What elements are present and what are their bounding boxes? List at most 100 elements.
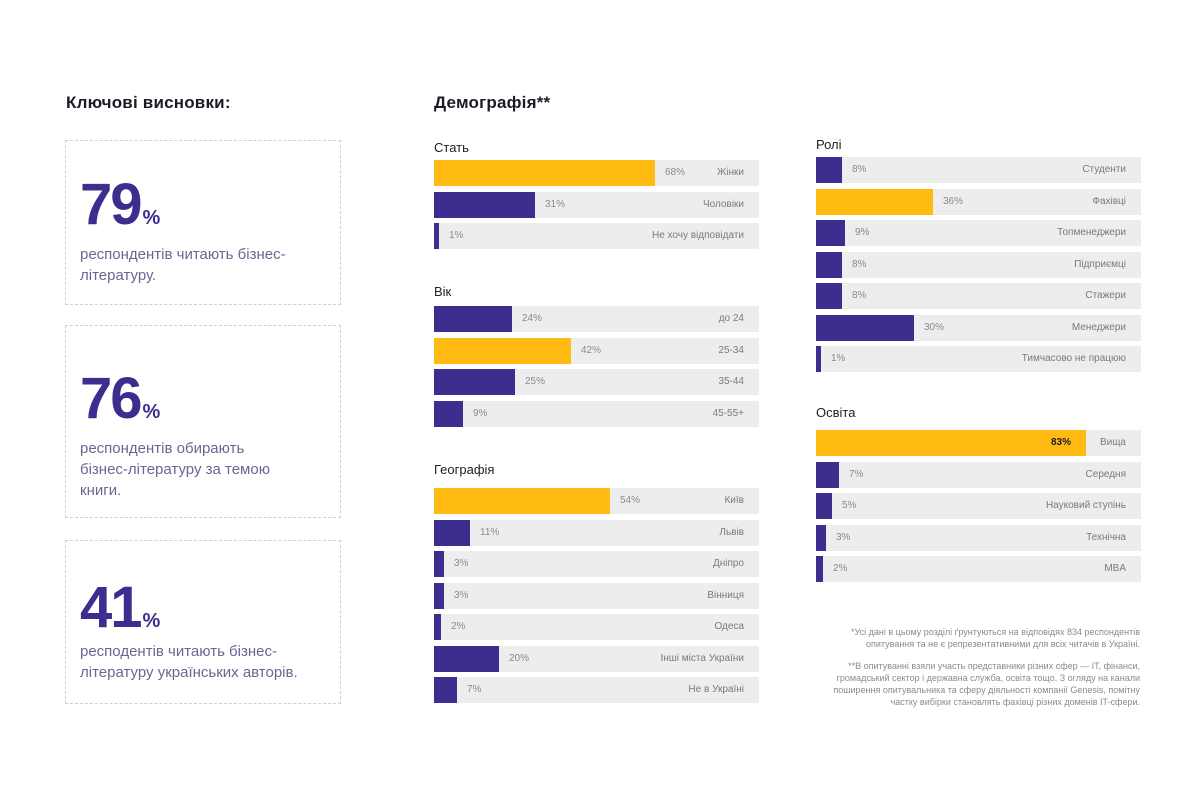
roles-value-label: 9%: [855, 227, 870, 238]
gender-value-label: 68%: [665, 167, 686, 178]
geo-row: 54% Київ: [434, 488, 759, 514]
education-row: 2% MBA: [816, 556, 1141, 582]
geo-value-label: 3%: [454, 558, 469, 569]
footnote-industries: **В опитуванні взяли участь представники…: [833, 661, 1140, 707]
geo-row: 3% Вінниця: [434, 582, 759, 609]
roles-value-label: 1%: [831, 353, 846, 364]
gender-chart-title: Стать: [434, 140, 469, 155]
education-bar: [816, 493, 832, 519]
roles-chart-title: Ролі: [816, 137, 842, 152]
geo-category-label: Київ: [724, 495, 744, 506]
roles-bar: [816, 283, 842, 309]
geo-value-label: 20%: [509, 652, 530, 664]
age-chart-title: Вік: [434, 284, 452, 299]
age-value-label: 9%: [473, 407, 488, 419]
roles-bar: [816, 220, 845, 246]
roles-value-label: 8%: [852, 258, 867, 270]
roles-category-label: Студенти: [1082, 164, 1126, 175]
stat-card-reading: 79% респондентів читають бізнес-літерату…: [65, 140, 341, 305]
geo-category-label: Львів: [719, 526, 744, 538]
stat-description: респондентів обирають бізнес-літературу …: [80, 440, 270, 499]
roles-row: 8% Стажери: [816, 283, 1141, 309]
roles-row: 30% Менеджери: [816, 314, 1141, 341]
education-value-label: 5%: [842, 500, 857, 511]
age-category-label: 35-44: [718, 376, 744, 387]
roles-category-label: Тимчасово не працюю: [1021, 353, 1126, 364]
roles-bar: [816, 251, 842, 278]
gender-bar: [434, 160, 655, 186]
footnote-sample: *Усі дані в цьому розділі ґрунтуються на…: [851, 627, 1140, 649]
geo-category-label: Вінниця: [707, 589, 744, 601]
education-row: 5% Науковий ступінь: [816, 493, 1141, 519]
education-category-label: Вища: [1099, 437, 1126, 448]
stat-value: 76%: [80, 366, 161, 431]
geo-bar: [434, 488, 610, 514]
geo-category-label: Інші міста України: [660, 652, 744, 664]
age-row: 25% 35-44: [434, 369, 759, 395]
geo-row: 20% Інші міста України: [434, 645, 759, 672]
key-findings-title: Ключові висновки:: [66, 93, 231, 112]
geo-bar: [434, 551, 444, 577]
geo-row: 2% Одеса: [434, 614, 759, 640]
gender-row: 31% Чоловіки: [434, 191, 759, 218]
gender-category-label: Не хочу відповідати: [651, 230, 744, 241]
age-value-label: 25%: [525, 376, 546, 387]
roles-value-label: 8%: [852, 290, 867, 301]
gender-value-label: 1%: [449, 230, 464, 241]
geo-row: 7% Не в Україні: [434, 677, 759, 703]
geo-bar: [434, 645, 499, 672]
education-row: 7% Середня: [816, 461, 1141, 488]
gender-row: 1% Не хочу відповідати: [434, 223, 759, 249]
age-bar: [434, 400, 463, 427]
geo-value-label: 3%: [454, 589, 469, 601]
roles-bar: [816, 157, 842, 183]
roles-value-label: 36%: [943, 195, 964, 207]
stat-description: респодентів читають бізнес-літературу ук…: [80, 643, 298, 681]
roles-row: 36% Фахівці: [816, 188, 1141, 215]
demographics-title: Демографія**: [434, 93, 551, 112]
roles-row: 9% Топменеджери: [816, 220, 1141, 246]
education-category-label: Науковий ступінь: [1045, 500, 1126, 511]
roles-value-label: 8%: [852, 164, 867, 175]
roles-category-label: Стажери: [1085, 290, 1126, 301]
roles-category-label: Топменеджери: [1057, 227, 1126, 238]
roles-category-label: Менеджери: [1071, 321, 1126, 333]
education-row: 3% Технічна: [816, 524, 1141, 551]
geo-chart-title: Географія: [434, 462, 495, 477]
education-bar: [816, 461, 839, 488]
age-row: 9% 45-55+: [434, 400, 759, 427]
gender-category-label: Жінки: [717, 167, 744, 178]
gender-value-label: 31%: [545, 198, 566, 210]
geo-value-label: 2%: [451, 621, 466, 632]
roles-bar: [816, 346, 821, 372]
age-value-label: 24%: [522, 313, 543, 324]
education-value-label: 83%: [1051, 437, 1072, 448]
geo-value-label: 7%: [467, 684, 482, 695]
geo-bar: [434, 677, 457, 703]
age-category-label: 45-55+: [712, 407, 744, 419]
education-value-label: 3%: [836, 531, 851, 543]
roles-bar: [816, 188, 933, 215]
age-row: 42% 25-34: [434, 337, 759, 364]
age-bar: [434, 337, 571, 364]
geo-row: 11% Львів: [434, 519, 759, 546]
geo-category-label: Не в Україні: [688, 684, 744, 695]
geo-category-label: Одеса: [714, 621, 744, 632]
education-value-label: 7%: [849, 468, 864, 480]
age-bar: [434, 369, 515, 395]
roles-row: 1% Тимчасово не працюю: [816, 346, 1141, 372]
stat-value: 41%: [80, 575, 161, 640]
education-bar: [816, 556, 823, 582]
geo-value-label: 54%: [620, 495, 641, 506]
age-row: 24% до 24: [434, 306, 759, 332]
gender-row: 68% Жінки: [434, 160, 759, 186]
stat-card-ukrainian-authors: 41% респодентів читають бізнес-літератур…: [65, 540, 341, 704]
roles-category-label: Фахівці: [1092, 195, 1126, 207]
roles-bar: [816, 314, 914, 341]
age-category-label: до 24: [718, 313, 744, 324]
roles-row: 8% Студенти: [816, 157, 1141, 183]
geo-bar: [434, 519, 470, 546]
geo-value-label: 11%: [480, 526, 500, 538]
geo-bar: [434, 582, 444, 609]
education-chart-title: Освіта: [816, 405, 856, 420]
